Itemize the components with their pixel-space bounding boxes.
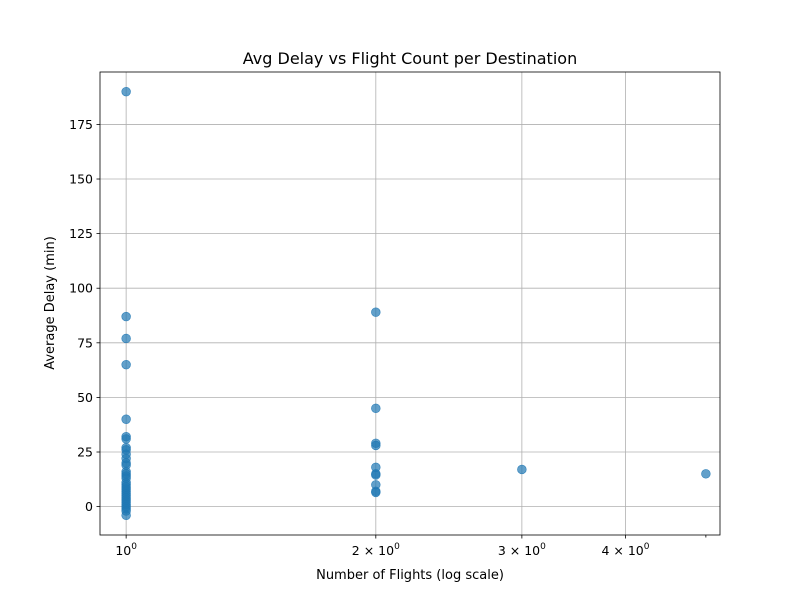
scatter-point (701, 469, 711, 479)
x-tick-label: 100 (115, 542, 137, 558)
plot-frame (99, 71, 721, 536)
scatter-point (121, 510, 131, 521)
x-tick-label: 2 × 100 (352, 542, 400, 558)
scatter-point (121, 359, 131, 370)
y-tick-label: 0 (85, 499, 93, 514)
scatter-point (371, 470, 381, 480)
x-axis-label: Number of Flights (log scale) (316, 568, 504, 583)
y-tick-label: 75 (77, 335, 93, 350)
y-tick-label: 50 (77, 390, 93, 405)
y-tick-label: 150 (69, 172, 93, 187)
x-tick-label: 4 × 100 (601, 542, 649, 558)
scatter-point (121, 311, 131, 322)
scatter-point (517, 464, 527, 475)
scatter-point (371, 487, 381, 498)
y-axis-label: Average Delay (min) (43, 236, 58, 370)
scatter-point (121, 86, 131, 97)
scatter-point (371, 440, 381, 451)
scatter-point (371, 403, 381, 414)
chart-title: Avg Delay vs Flight Count per Destinatio… (243, 49, 577, 68)
scatter-point (121, 434, 131, 444)
points-layer (121, 86, 711, 521)
y-tick-label: 25 (77, 445, 93, 460)
y-tick-label: 175 (69, 117, 93, 132)
y-tick-label: 125 (69, 226, 93, 241)
scatter-point (371, 307, 381, 317)
y-tick-label: 100 (69, 281, 93, 296)
grid-layer (100, 72, 720, 535)
ticks-layer: 0 25 50 75 100 125 150 175 100 2 × 100 3 × 100 4 × … (69, 117, 707, 558)
scatter-point (121, 414, 131, 424)
x-tick-label: 3 × 100 (498, 542, 546, 558)
scatter-point (121, 333, 131, 344)
